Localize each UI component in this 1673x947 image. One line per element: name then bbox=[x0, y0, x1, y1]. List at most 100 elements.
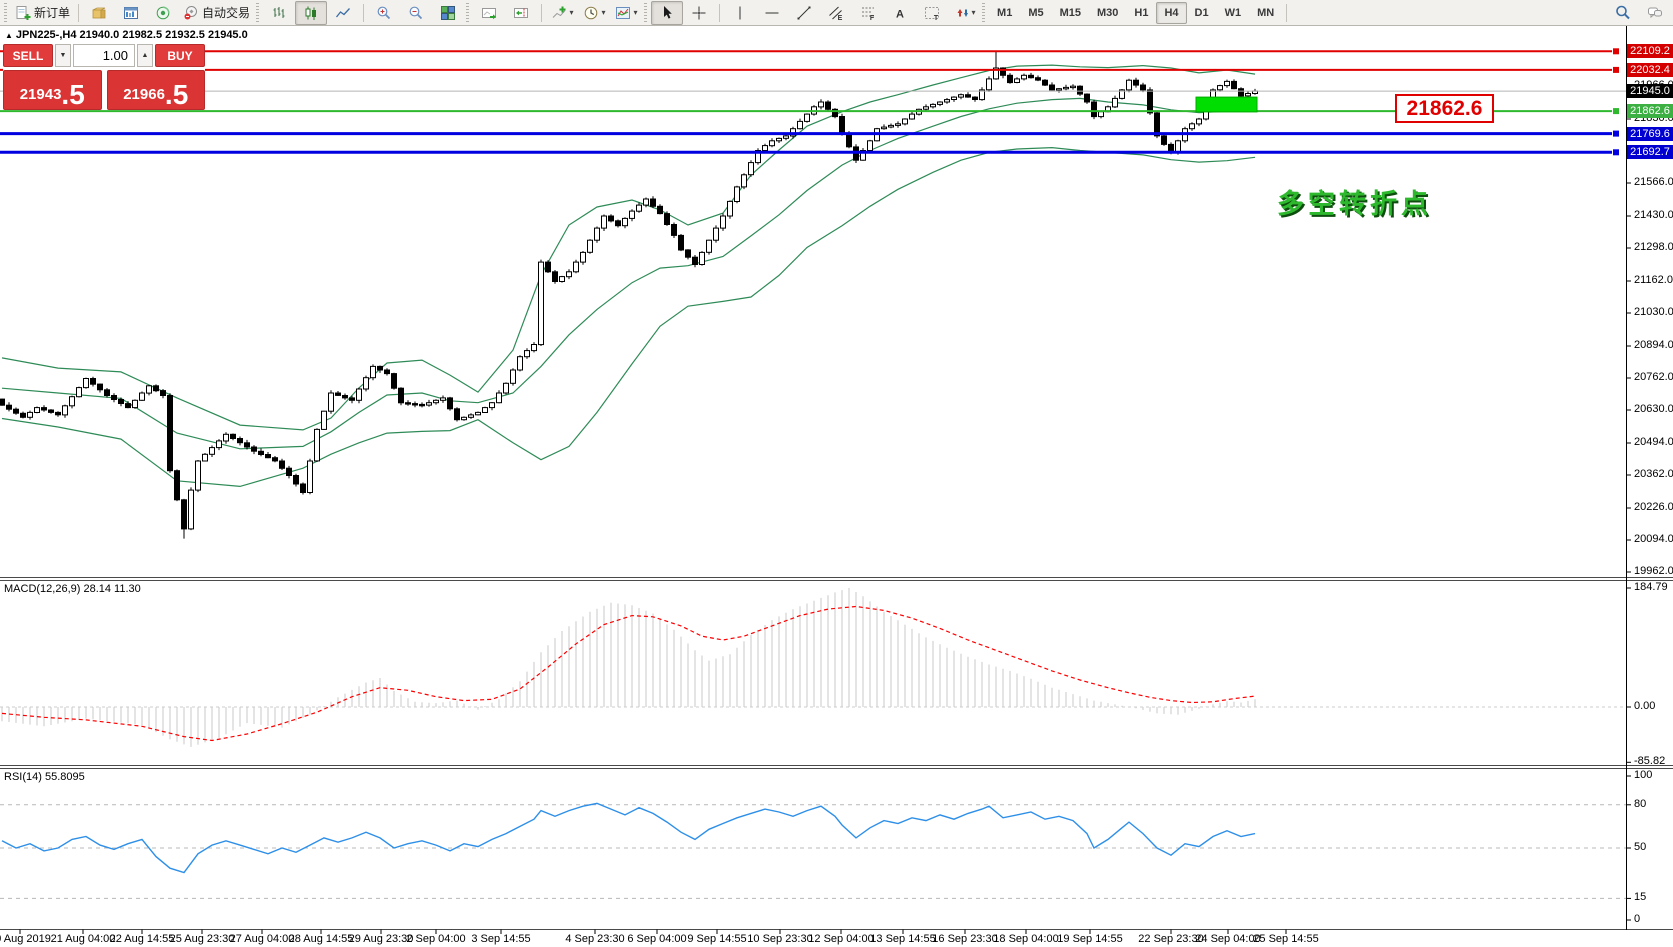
zoom-in-button[interactable] bbox=[368, 1, 400, 25]
tile-windows-button[interactable] bbox=[432, 1, 464, 25]
navigator-button[interactable] bbox=[147, 1, 179, 25]
date-axis-label: 25 Sep 14:55 bbox=[1253, 933, 1319, 945]
indicators-list-icon bbox=[551, 5, 567, 21]
cursor-tool-button[interactable] bbox=[651, 0, 684, 25]
text-label-tool-button[interactable]: T bbox=[916, 1, 948, 25]
candles bbox=[0, 51, 1258, 539]
price-callout-box[interactable]: 21862.6 bbox=[1395, 94, 1494, 123]
autotrading-button[interactable]: 自动交易 bbox=[179, 1, 254, 25]
timeframe-m15-button[interactable]: M15 bbox=[1059, 6, 1081, 19]
svg-text:A: A bbox=[896, 8, 904, 20]
auto-scroll-button[interactable] bbox=[473, 1, 505, 25]
svg-text:E: E bbox=[838, 15, 843, 21]
pane-borders bbox=[0, 26, 1673, 930]
periods-list-button[interactable]: ▾ bbox=[578, 1, 610, 25]
price-axis-tick: 20362.0 bbox=[1634, 468, 1673, 480]
vertical-line-tool-button[interactable] bbox=[724, 1, 756, 25]
line-chart-mode-button[interactable] bbox=[327, 1, 359, 25]
volume-decrease-button[interactable]: ▼ bbox=[55, 44, 71, 67]
line-chart-mode-icon bbox=[335, 5, 351, 21]
date-axis-label: 16 Sep 23:30 bbox=[932, 933, 998, 945]
date-axis-label: 18 Sep 04:00 bbox=[993, 933, 1059, 945]
date-axis-label: 28 Aug 14:55 bbox=[288, 933, 354, 945]
turning-point-annotation[interactable]: 多空转折点 bbox=[1277, 189, 1432, 219]
timeframe-w1-button[interactable]: W1 bbox=[1224, 6, 1242, 19]
sell-price-button[interactable]: 21943.5 bbox=[3, 70, 102, 110]
fibonacci-tool-button[interactable]: F bbox=[852, 1, 884, 25]
candlestick-mode-button[interactable] bbox=[295, 0, 328, 25]
timeframe-h1-button[interactable]: H1 bbox=[1134, 6, 1149, 19]
new-order-button[interactable]: 新订单 bbox=[11, 1, 74, 25]
horizontal-line-tool-button[interactable] bbox=[756, 1, 788, 25]
buy-button[interactable]: BUY bbox=[155, 44, 205, 67]
zoom-out-button[interactable] bbox=[400, 1, 432, 25]
axis-ticks bbox=[1626, 53, 1631, 573]
rsi-pane bbox=[0, 775, 1631, 921]
date-axis-label: 19 Sep 14:55 bbox=[1057, 933, 1123, 945]
timeframe-m1-button[interactable]: M1 bbox=[997, 6, 1013, 19]
candlestick-mode-icon bbox=[303, 5, 319, 21]
equidistant-channel-tool-icon: E bbox=[828, 5, 844, 21]
window-expand-icon[interactable]: ▲ bbox=[5, 31, 13, 40]
toolbar-grip-handle[interactable] bbox=[4, 2, 7, 23]
search-button[interactable] bbox=[1607, 1, 1639, 25]
level-price-flag: 21769.6 bbox=[1627, 127, 1673, 141]
equidistant-channel-tool-button[interactable]: E bbox=[820, 1, 852, 25]
price-axis-tick: 20226.0 bbox=[1634, 501, 1673, 513]
buy-price-button[interactable]: 21966.5 bbox=[106, 70, 205, 110]
date-axis-label: 29 Aug 23:30 bbox=[348, 933, 414, 945]
vertical-line-tool-icon bbox=[732, 5, 748, 21]
date-axis-label: 3 Sep 14:55 bbox=[471, 933, 531, 945]
trendline-tool-button[interactable] bbox=[788, 1, 820, 25]
date-axis-label: 21 Aug 04:00 bbox=[50, 933, 116, 945]
date-axis-label: 25 Aug 23:30 bbox=[169, 933, 235, 945]
date-axis-label: 10 Sep 23:30 bbox=[747, 933, 813, 945]
level-lines[interactable] bbox=[0, 48, 1626, 156]
timeframe-m5-button[interactable]: M5 bbox=[1028, 6, 1044, 19]
level-price-flag: 22032.4 bbox=[1627, 63, 1673, 77]
crosshair-tool-button[interactable] bbox=[683, 1, 715, 25]
volume-input[interactable]: 1.00 bbox=[73, 44, 135, 67]
rsi-axis-tick: 15 bbox=[1634, 891, 1647, 903]
svg-text:F: F bbox=[870, 15, 875, 21]
indicators-list-button[interactable]: ▾ bbox=[546, 1, 578, 25]
templates-button[interactable]: ▾ bbox=[610, 1, 642, 25]
date-axis-label: 22 Sep 23:30 bbox=[1138, 933, 1204, 945]
zoom-out-icon bbox=[408, 5, 424, 21]
bar-chart-mode-button[interactable] bbox=[263, 1, 295, 25]
toolbar-grip-handle[interactable] bbox=[466, 2, 470, 23]
toolbar-grip-handle[interactable] bbox=[256, 2, 260, 23]
chat-button[interactable] bbox=[1639, 1, 1671, 25]
chevron-down-icon: ▾ bbox=[971, 7, 976, 17]
arrows-tool-button[interactable]: ▾ bbox=[948, 1, 980, 25]
macd-axis-tick: 184.79 bbox=[1634, 581, 1668, 593]
toolbar-grip-handle[interactable] bbox=[644, 2, 648, 23]
date-axis-label: 6 Sep 04:00 bbox=[627, 933, 687, 945]
green-zone-rectangle[interactable] bbox=[1195, 96, 1258, 113]
chart-snapshot-icon bbox=[91, 5, 107, 21]
price-axis-tick: 20494.0 bbox=[1634, 436, 1673, 448]
chart-shift-button[interactable] bbox=[505, 1, 537, 25]
price-axis-tick: 21298.0 bbox=[1634, 241, 1673, 253]
volume-increase-button[interactable]: ▲ bbox=[137, 44, 153, 67]
text-label-tool-icon: T bbox=[924, 5, 940, 21]
sell-button[interactable]: SELL bbox=[3, 44, 53, 67]
timeframe-m30-button[interactable]: M30 bbox=[1097, 6, 1119, 19]
market-watch-button[interactable] bbox=[115, 1, 147, 25]
date-axis-label: 27 Aug 04:00 bbox=[229, 933, 295, 945]
chart-snapshot-button[interactable] bbox=[83, 1, 115, 25]
price-axis-tick: 21566.0 bbox=[1634, 176, 1673, 188]
toolbar-grip-handle[interactable] bbox=[982, 2, 986, 23]
macd-pane bbox=[0, 587, 1631, 763]
timeframe-mn-button[interactable]: MN bbox=[1257, 6, 1275, 19]
annotations-layer bbox=[1195, 96, 1258, 113]
autotrading-icon bbox=[183, 5, 199, 21]
text-tool-button[interactable]: A bbox=[884, 1, 916, 25]
rsi-axis-tick: 0 bbox=[1634, 913, 1641, 925]
timeframe-d1-button[interactable]: D1 bbox=[1194, 6, 1209, 19]
macd-axis-tick: 0.00 bbox=[1634, 700, 1656, 712]
timeframe-h4-button[interactable]: H4 bbox=[1156, 1, 1187, 24]
chart-canvas[interactable] bbox=[0, 26, 1673, 947]
sell-price-frac: .5 bbox=[61, 79, 85, 111]
